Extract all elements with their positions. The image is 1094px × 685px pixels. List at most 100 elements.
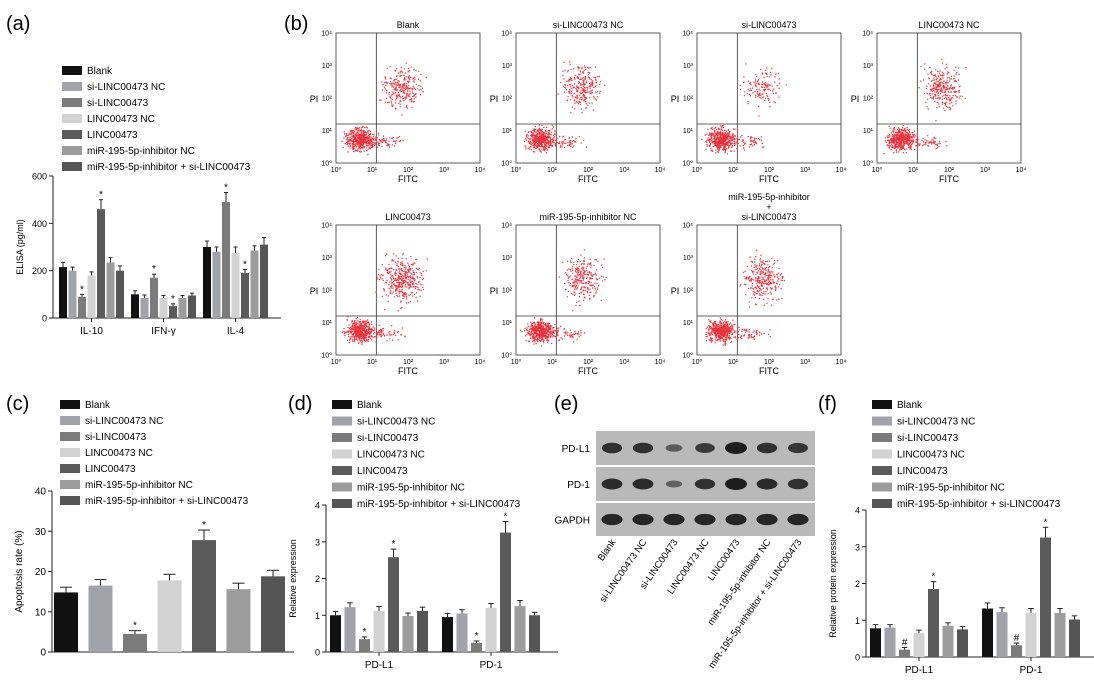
flow-dot: [765, 92, 767, 95]
y-axis-label: PI: [310, 94, 319, 104]
flow-dot: [375, 291, 377, 293]
flow-dot: [724, 150, 727, 152]
flow-dot: [577, 66, 580, 69]
flow-dot: [399, 72, 401, 74]
flow-dot: [365, 339, 368, 341]
flow-dot: [717, 143, 719, 145]
flow-dot: [536, 329, 539, 331]
flow-dot: [913, 136, 915, 139]
flow-dot: [579, 73, 581, 76]
flow-dot: [390, 334, 392, 336]
flow-dot: [400, 307, 402, 309]
flow-dot: [757, 93, 759, 96]
flow-dot: [920, 80, 922, 82]
flow-dot: [397, 79, 399, 82]
flow-dot: [374, 331, 376, 333]
flow-dot: [363, 147, 365, 149]
flow-dot: [590, 266, 592, 269]
flow-dot: [934, 95, 936, 97]
bar: [169, 306, 177, 318]
flow-dot: [763, 86, 765, 89]
panel-label: (d): [288, 393, 312, 415]
flow-dot: [385, 268, 387, 271]
y-tick-label: 10²: [322, 96, 333, 103]
flow-dot: [532, 340, 534, 343]
flow-dot: [579, 103, 582, 106]
flow-dot: [540, 321, 543, 324]
flow-dot: [363, 135, 365, 137]
flow-dot: [349, 133, 352, 136]
flow-dot: [373, 142, 376, 144]
flow-dot: [396, 263, 398, 265]
x-axis-label: FITC: [578, 174, 598, 184]
legend-swatch: [62, 114, 82, 123]
flow-dot: [546, 149, 549, 151]
flow-dot: [375, 336, 377, 339]
flow-dot: [547, 330, 550, 333]
flow-dot: [401, 264, 403, 267]
bar: [178, 297, 187, 318]
flow-dot: [360, 337, 363, 339]
flow-dot: [534, 336, 536, 338]
flow-dot: [713, 141, 715, 143]
flow-dot: [385, 89, 387, 92]
flow-dot: [776, 85, 778, 87]
flow-dot: [727, 132, 729, 134]
flow-dot: [898, 137, 901, 139]
flow-dot: [778, 78, 780, 80]
flow-dot: [393, 268, 395, 271]
flow-dot: [955, 73, 957, 75]
flow-dot: [534, 125, 537, 128]
flow-dot: [754, 84, 757, 87]
flow-dot: [731, 146, 733, 149]
flow-dot: [368, 142, 370, 145]
flow-dot: [526, 137, 528, 139]
sig-mark: *: [504, 512, 508, 523]
flow-dot: [748, 82, 751, 84]
flow-dot: [411, 264, 414, 266]
flow-dot: [403, 84, 406, 87]
flow-dot: [932, 79, 934, 81]
flow-dot: [358, 338, 361, 340]
flow-dot: [896, 141, 898, 143]
flow-dot: [409, 79, 411, 81]
flow-dot: [538, 338, 540, 340]
flow-dot: [374, 329, 376, 331]
flow-dot: [394, 81, 397, 84]
flow-dot: [945, 96, 947, 98]
bar: [1040, 537, 1051, 657]
flow-dot: [890, 143, 893, 145]
flow-dot: [405, 281, 407, 284]
flow-dot: [760, 139, 763, 141]
flow-dot: [392, 281, 395, 283]
flow-dot: [744, 91, 746, 93]
panel-label: (e): [554, 393, 578, 415]
flow-dot: [526, 133, 528, 136]
flow-dot: [542, 329, 545, 331]
flow-dot: [545, 329, 547, 331]
flow-dot: [527, 135, 530, 137]
flow-dot: [900, 132, 902, 135]
flow-dot: [547, 328, 549, 331]
flow-dot: [402, 89, 404, 91]
bar: [1054, 612, 1066, 657]
flow-dot: [538, 139, 541, 141]
flow-dot: [349, 147, 351, 149]
flow-dot: [530, 145, 532, 148]
flow-dot: [547, 130, 550, 132]
flow-dot: [357, 325, 359, 327]
flow-dot: [768, 76, 771, 78]
flow-dot: [362, 134, 364, 137]
flow-dot: [949, 78, 951, 80]
flow-dot: [539, 339, 541, 342]
flow-dot: [375, 141, 378, 143]
flow-dot: [400, 74, 403, 77]
flow-dot: [415, 96, 417, 98]
flow-dot: [532, 134, 535, 137]
flow-dot: [938, 96, 940, 99]
flow-dot: [343, 330, 345, 333]
legend-label: miR-195-5p-inhibitor + si-LINC00473: [87, 162, 251, 173]
flow-dot: [535, 144, 537, 146]
flow-dot: [755, 75, 758, 78]
bar: [982, 608, 993, 657]
